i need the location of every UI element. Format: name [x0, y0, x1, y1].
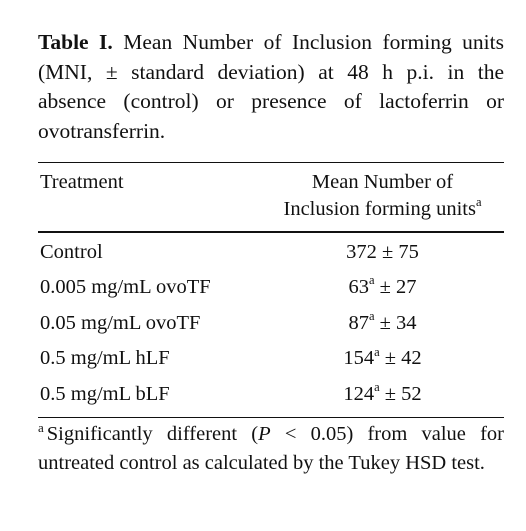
table-row: Control 372 ± 75	[38, 235, 504, 271]
cell-mean-value: 87	[348, 311, 369, 334]
cell-treatment: Control	[40, 240, 103, 263]
cell-mean-value: 372	[346, 240, 377, 263]
table-footnote: a Significantly different (P < 0.05) from…	[38, 420, 504, 479]
cell-mean-value: 63	[348, 276, 369, 299]
header-treatment: Treatment	[40, 171, 124, 194]
header-mean: Mean Number of Inclusion forming unitsa	[261, 169, 504, 223]
cell-sd: ± 27	[379, 276, 417, 299]
table-row: 0.5 mg/mL hLF 154a ± 42	[38, 341, 504, 377]
header-mean-line2: Inclusion forming unitsa	[261, 196, 504, 223]
cell-mean-sup: a	[368, 273, 375, 288]
table-row: 0.005 mg/mL ovoTF 63a ± 27	[38, 270, 504, 306]
cell-sd: ± 34	[379, 311, 417, 334]
bottom-rule	[38, 416, 504, 418]
header-mean-sup: a	[475, 195, 482, 210]
table-row: 0.5 mg/mL bLF 124a ± 52	[38, 377, 504, 413]
cell-treatment: 0.05 mg/mL ovoTF	[40, 311, 201, 334]
cell-sd: ± 52	[384, 382, 422, 405]
cell-mean-sup: a	[374, 344, 380, 359]
cell-mean-value: 154	[343, 347, 375, 370]
cell-mean: 154a ± 42	[261, 341, 504, 377]
table-row: 0.05 mg/mL ovoTF 87a ± 34	[38, 306, 504, 342]
caption-text: Mean Number of Inclusion forming units (…	[38, 30, 504, 143]
footnote-p-symbol: P	[258, 422, 271, 445]
footnote-text-before: Significantly different (	[46, 422, 259, 445]
cell-mean: 124a ± 52	[261, 377, 504, 413]
cell-sd: ± 42	[384, 347, 422, 370]
cell-mean: 372 ± 75	[261, 235, 504, 271]
table-header: Treatment Mean Number of Inclusion formi…	[38, 163, 504, 227]
table-figure: Table I. Mean Number of Inclusion formin…	[38, 28, 504, 479]
header-mean-line1: Mean Number of	[311, 171, 454, 194]
caption-label: Table I.	[38, 30, 113, 54]
cell-mean-sup: a	[368, 308, 375, 323]
cell-treatment: 0.5 mg/mL hLF	[40, 347, 170, 370]
cell-mean-sup: a	[374, 380, 380, 395]
cell-treatment: 0.005 mg/mL ovoTF	[40, 276, 211, 299]
footnote-text-after: < 0.05) from value for untreated control…	[38, 422, 504, 475]
cell-treatment: 0.5 mg/mL bLF	[40, 382, 170, 405]
cell-mean: 87a ± 34	[261, 306, 504, 342]
top-rule	[38, 162, 504, 164]
cell-mean-value: 124	[343, 382, 375, 405]
table-body: Control 372 ± 75 0.005 mg/mL ovoTF 63a ±…	[38, 233, 504, 413]
header-mean-line2-text: Inclusion forming units	[283, 198, 476, 221]
footnote-marker: a	[38, 420, 44, 436]
cell-sd: ± 75	[382, 240, 419, 263]
header-rule	[38, 231, 504, 233]
cell-mean: 63a ± 27	[261, 270, 504, 306]
table-caption: Table I. Mean Number of Inclusion formin…	[38, 28, 504, 146]
